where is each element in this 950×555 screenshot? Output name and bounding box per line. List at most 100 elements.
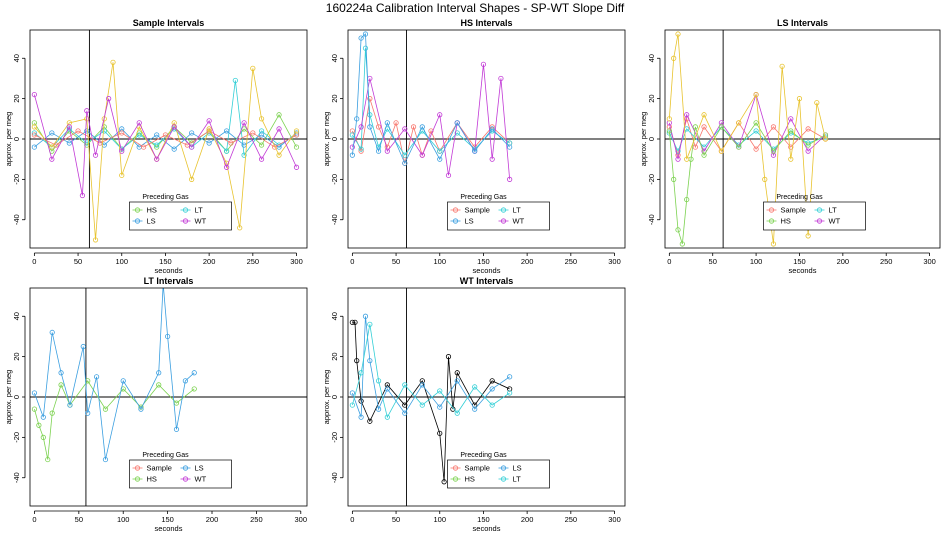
legend-box [129,459,232,489]
legend-swatch-marker [452,207,459,213]
data-point-wt [684,112,690,118]
legend-swatch-marker [134,207,141,213]
legend-box [447,459,550,489]
data-point-ls [384,120,390,126]
series-line-sample [34,130,297,148]
data-point-self [450,406,456,412]
data-point-hs [671,176,677,182]
x-tick-label: 200 [203,257,216,266]
y-tick-label: -20 [330,174,339,185]
data-point-ls [349,152,355,158]
x-tick-label: 250 [880,257,893,266]
panel-title: WT Intervals [460,276,514,286]
data-point-ls [454,120,460,126]
data-point-hs [58,382,64,388]
data-point-hs [701,152,707,158]
data-point-wt [805,148,811,154]
y-tick-label: 0 [330,395,339,399]
legend-entry-label: LS [195,464,204,473]
series-group [349,31,513,182]
data-point-hs [684,196,690,203]
data-point-ls [375,148,382,154]
data-point-lt [367,112,373,118]
legend-entry-label: LS [147,217,156,226]
data-point-y [206,126,212,132]
data-point-ls [120,378,126,384]
data-point-y [675,31,681,37]
x-tick-label: 50 [74,257,82,266]
data-point-ls [58,370,64,376]
data-point-wt [276,126,282,132]
data-point-lt [101,128,107,134]
legend-swatch-marker [768,207,775,213]
data-point-ls [206,140,212,146]
data-point-self [489,378,495,384]
x-tick-label: 0 [667,257,671,266]
y-tick-label: 40 [330,54,339,62]
data-point-ls [224,128,230,134]
legend-title: Preceding Gas [460,452,507,459]
series-line-ls [34,128,297,150]
data-point-lt [154,142,160,148]
y-axis-label: approx. per meg [639,112,648,167]
y-axis-label: approx. per meg [4,112,13,167]
data-point-lt [84,140,90,146]
data-point-wt [106,96,112,102]
legend-entry-label: HS [147,475,157,484]
panel-title: Sample Intervals [133,18,205,28]
data-point-lt [753,128,759,134]
legend-entry-label: HS [781,217,791,226]
data-point-sample [753,146,759,152]
y-tick-label: 20 [12,352,21,360]
series-line-lt [351,324,510,419]
data-point-sample [31,132,37,138]
x-tick-label: 100 [433,515,446,524]
legend: Preceding Gas HS LT LS WT [129,194,232,231]
y-tick-label: -20 [12,174,21,185]
legend-swatch-marker [816,207,823,213]
legend-swatch-marker [452,218,459,224]
data-point-sample [97,140,103,146]
data-point-ls [402,410,408,416]
x-tick-label: 0 [32,257,36,266]
series-line-hs [668,122,826,245]
legend: Preceding Gas Sample LS HS LT [447,452,550,489]
data-point-hs [788,128,794,134]
y-tick-label: 0 [12,137,21,141]
data-point-hs [258,142,265,148]
data-point-y [796,96,803,102]
x-tick-label: 250 [250,515,263,524]
data-point-y [258,116,265,122]
legend-box [129,201,232,231]
legend-title: Preceding Gas [776,194,823,201]
data-point-wt [92,152,99,158]
data-point-ls [171,146,177,152]
y-tick-label: -40 [330,214,339,225]
x-tick-label: 300 [295,515,308,524]
data-point-ls [80,343,86,350]
x-tick-label: 150 [477,515,490,524]
data-point-wt [788,116,794,122]
data-point-y [788,156,794,162]
x-tick-label: 50 [75,515,83,524]
data-point-y [119,172,125,178]
legend: Preceding Gas Sample LT HS WT [763,194,866,231]
data-point-self [349,319,355,325]
data-point-hs [753,120,759,126]
x-tick-label: 100 [117,515,130,524]
data-point-self [441,479,447,485]
x-tick-label: 0 [350,257,354,266]
data-point-y [237,225,243,231]
series-line-ls [351,33,510,165]
x-axis-label: seconds [155,266,183,275]
legend-entry-label: WT [513,217,525,226]
series-line-y [668,33,826,245]
data-point-ls [31,144,37,150]
legend-swatch-marker [768,218,775,224]
x-axis-label: seconds [473,266,501,275]
x-axis-label: seconds [473,524,501,533]
data-point-hs [692,124,698,130]
y-axis-label: approx. per meg [322,370,331,425]
x-tick-label: 150 [159,257,172,266]
